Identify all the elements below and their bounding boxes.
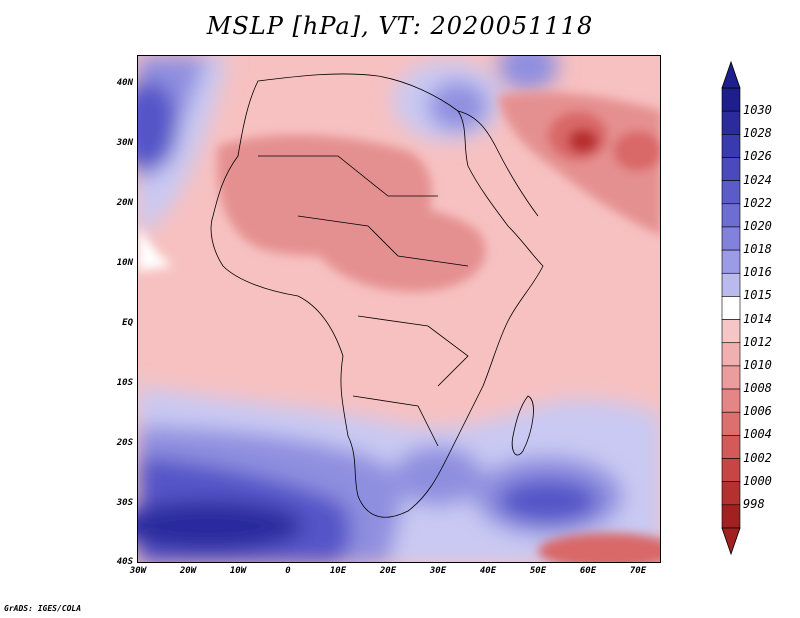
colorbar-cell <box>721 458 741 482</box>
y-tick-30s: 30S <box>116 498 133 508</box>
high-med-inner <box>428 81 488 131</box>
colorbar-cell <box>721 319 741 344</box>
x-tick-60e: 60E <box>579 566 597 576</box>
colorbar-label: 1014 <box>743 311 772 326</box>
high-caspian <box>498 56 558 91</box>
x-tick-70e: 70E <box>629 566 647 576</box>
high-na-inner <box>138 81 178 171</box>
trough-west <box>138 226 173 271</box>
colorbar-cell <box>721 504 741 529</box>
x-tick-40e: 40E <box>479 566 497 576</box>
coastlines <box>210 73 544 518</box>
y-tick-30n: 30N <box>116 138 133 148</box>
chart-title: MSLP [hPa], VT: 2020051118 <box>206 12 594 40</box>
colorbar-cell <box>721 203 741 228</box>
colorbar-cell <box>721 411 741 436</box>
colorbar-label: 1006 <box>743 404 772 419</box>
colorbar-cell <box>721 435 741 459</box>
colorbar-label: 1028 <box>743 126 772 141</box>
colorbar-label: 1002 <box>743 450 772 465</box>
high-south-africa <box>393 446 483 506</box>
mslp-field <box>138 56 660 562</box>
x-tick-20e: 20E <box>379 566 397 576</box>
colorbar-cell <box>721 365 741 390</box>
colorbar-cell <box>721 388 741 413</box>
colorbar-cell <box>721 272 741 297</box>
colorbar-label: 1010 <box>743 357 772 372</box>
map-panel <box>137 55 661 563</box>
y-tick-20s: 20S <box>116 438 133 448</box>
colorbar-label: 1030 <box>743 103 772 118</box>
colorbar-cell <box>721 157 741 181</box>
x-tick-30e: 30E <box>429 566 447 576</box>
x-tick-20w: 20W <box>179 566 197 576</box>
x-tick-10e: 10E <box>329 566 347 576</box>
colorbar-cell <box>721 110 741 135</box>
low-southern <box>538 533 660 562</box>
colorbar-cell <box>721 342 741 367</box>
x-tick-0: 0 <box>285 566 291 576</box>
colorbar-cell <box>721 249 741 274</box>
colorbar-label: 998 <box>743 496 765 511</box>
colorbar-label: 1000 <box>743 473 772 488</box>
colorbar-label: 1012 <box>743 334 772 349</box>
colorbar-cell <box>721 481 741 506</box>
y-tick-40n: 40N <box>116 78 133 88</box>
colorbar-cell <box>721 134 741 158</box>
x-tick-50e: 50E <box>529 566 547 576</box>
colorbar-label: 1020 <box>743 218 772 233</box>
low-pakistan <box>613 131 660 171</box>
colorbar-label: 1024 <box>743 172 772 187</box>
y-tick-eq: EQ <box>122 318 133 328</box>
grads-credit: GrADS: IGES/COLA <box>4 604 82 613</box>
colorbar-bottom-arrow <box>721 527 741 556</box>
colorbar-label: 1016 <box>743 265 772 280</box>
y-tick-20n: 20N <box>116 198 133 208</box>
colorbar-cell <box>721 296 741 320</box>
low-arabia <box>498 92 660 236</box>
colorbar-top-arrow <box>721 60 741 89</box>
y-tick-10n: 10N <box>116 258 133 268</box>
colorbar-label: 1018 <box>743 242 772 257</box>
x-tick-30w: 30W <box>129 566 147 576</box>
colorbar-cell <box>721 87 741 112</box>
low-iran-core <box>568 129 598 153</box>
colorbar-label: 1022 <box>743 195 772 210</box>
x-tick-10w: 10W <box>229 566 247 576</box>
colorbar-label: 1008 <box>743 381 772 396</box>
high-sa-core <box>138 501 303 551</box>
y-tick-40s: 40S <box>116 557 133 567</box>
colorbar <box>721 60 741 556</box>
colorbar-label: 1026 <box>743 149 772 164</box>
colorbar-cell <box>721 226 741 251</box>
high-indian-inner <box>498 479 598 523</box>
colorbar-label: 1015 <box>743 288 772 303</box>
colorbar-label: 1004 <box>743 427 772 442</box>
y-tick-10s: 10S <box>116 378 133 388</box>
colorbar-cell <box>721 180 741 205</box>
